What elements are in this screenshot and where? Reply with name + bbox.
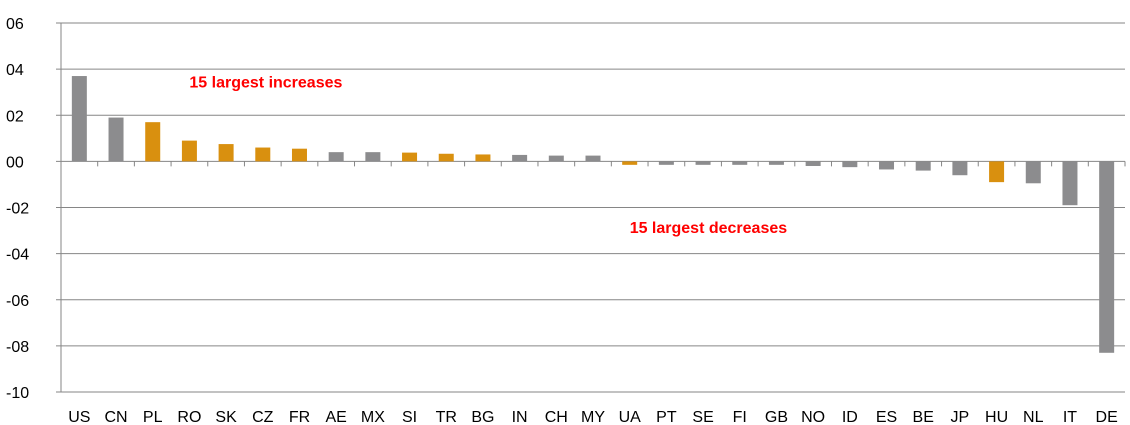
x-tick-label: FI xyxy=(733,409,747,425)
bar-cz xyxy=(255,147,271,162)
x-tick-label: IN xyxy=(512,409,528,425)
y-tick-label: -02 xyxy=(6,201,29,218)
x-tick-label: SE xyxy=(692,409,713,425)
bar-hu xyxy=(989,161,1005,183)
bar-id xyxy=(842,161,858,168)
y-tick-label: -04 xyxy=(6,247,29,264)
bar-no xyxy=(805,161,821,166)
bar-se xyxy=(695,161,711,165)
y-axis-tick-labels: 06 04 02 00 -02 -04 -06 -08 -10 xyxy=(6,16,29,402)
bar-ro xyxy=(181,140,197,162)
x-tick-label: TR xyxy=(436,409,457,425)
bar-it xyxy=(1062,161,1078,206)
bar-in xyxy=(512,154,528,162)
x-tick-label: SK xyxy=(215,409,237,425)
x-tick-label: CZ xyxy=(252,409,274,425)
x-tick-label: IT xyxy=(1063,409,1077,425)
bar-ua xyxy=(622,161,638,165)
bar-gb xyxy=(768,161,784,165)
bar-si xyxy=(402,152,418,162)
bar-de xyxy=(1099,161,1115,353)
y-tick-label: -06 xyxy=(6,293,29,310)
bar-nl xyxy=(1025,161,1041,184)
x-tick-label: MY xyxy=(581,409,605,425)
x-tick-label: GB xyxy=(765,409,788,425)
bar-tr xyxy=(438,153,454,162)
bar-pl xyxy=(145,122,161,162)
annotation-largest-increases: 15 largest increases xyxy=(189,75,342,92)
x-tick-label: HU xyxy=(985,409,1008,425)
x-tick-label: CN xyxy=(104,409,127,425)
bar-pt xyxy=(658,161,674,165)
x-tick-label: AE xyxy=(326,409,347,425)
x-tick-label: CH xyxy=(545,409,568,425)
x-tick-label: PL xyxy=(143,409,163,425)
x-tick-label: BE xyxy=(913,409,934,425)
x-tick-label: SI xyxy=(402,409,417,425)
bar-us xyxy=(71,76,87,162)
x-tick-label: MX xyxy=(361,409,385,425)
x-tick-label: JP xyxy=(951,409,970,425)
x-tick-label: BG xyxy=(471,409,494,425)
x-tick-label: ID xyxy=(842,409,858,425)
x-tick-label: ES xyxy=(876,409,897,425)
bar-fr xyxy=(291,148,307,162)
y-tick-label: 02 xyxy=(6,108,24,125)
bar-ae xyxy=(328,152,344,162)
annotation-largest-decreases: 15 largest decreases xyxy=(630,220,788,237)
x-tick-label: US xyxy=(68,409,90,425)
grid-lines xyxy=(56,22,1126,393)
bar-es xyxy=(879,161,895,170)
y-tick-label: -10 xyxy=(6,385,29,402)
bar-ch xyxy=(548,155,564,162)
bar-sk xyxy=(218,144,234,162)
bar-bg xyxy=(475,154,491,162)
x-tick-label: NO xyxy=(801,409,825,425)
bar-cn xyxy=(108,117,124,162)
bars xyxy=(71,76,1115,353)
x-tick-label: DE xyxy=(1096,409,1118,425)
x-axis-tick-labels: US CN PL RO SK CZ FR AE MX SI TR BG IN CH MY UA PT SE FI GB… xyxy=(68,409,1118,425)
bar-fi xyxy=(732,161,748,165)
x-tick-label: UA xyxy=(619,409,642,425)
y-tick-label: 00 xyxy=(6,154,24,171)
bar-mx xyxy=(365,152,381,162)
y-tick-label: 06 xyxy=(6,16,24,33)
y-tick-label: -08 xyxy=(6,339,29,356)
bar-my xyxy=(585,155,601,162)
bar-jp xyxy=(952,161,968,176)
bar-be xyxy=(915,161,931,171)
x-tick-label: RO xyxy=(177,409,201,425)
x-tick-label: FR xyxy=(289,409,310,425)
y-tick-label: 04 xyxy=(6,62,24,79)
x-tick-label: NL xyxy=(1023,409,1044,425)
x-tick-label: PT xyxy=(656,409,677,425)
